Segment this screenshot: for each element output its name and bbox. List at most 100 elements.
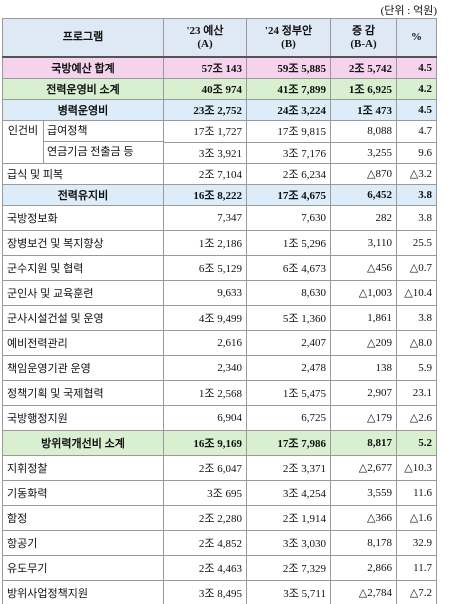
cell-b: 59조 5,885: [246, 56, 331, 79]
cell-a: 1조 2,568: [163, 379, 247, 406]
cell-pct: △7.2: [396, 579, 437, 604]
table-row: 군사시설건설 및 운영 4조 9,499 5조 1,360 1,861 3.8: [2, 304, 437, 331]
table-row: 국방정보화 7,347 7,630 282 3.8: [2, 204, 437, 231]
table-row: 연금기금 전출금 등 3조 3,921 3조 7,176 3,255 9.6: [2, 141, 437, 164]
cell-pct: 4.5: [396, 56, 437, 79]
table-row: 방위사업정책지원 3조 8,495 3조 5,711 △2,784 △7.2: [2, 579, 437, 604]
cell-a: 2조 2,280: [163, 504, 247, 531]
cell-a: 57조 143: [163, 56, 247, 79]
cell-pct: 32.9: [396, 529, 437, 556]
sub-label: 급여정책: [43, 121, 163, 142]
header-cell: 프로그램: [2, 18, 164, 58]
header-cell: '24 정부안 (B): [246, 18, 331, 58]
header-sub: (A): [197, 37, 213, 50]
table-row: 인건비 급여정책 17조 1,727 17조 9,815 8,088 4.7: [2, 120, 437, 143]
cell-diff: 1조 473: [330, 99, 397, 121]
row-label: 전력유지비: [2, 183, 164, 206]
cell-a: 7,347: [163, 204, 247, 231]
header-title: %: [411, 31, 422, 43]
cell-pct: △3.2: [396, 162, 437, 185]
sub-label: 연금기금 전출금 등: [43, 142, 163, 162]
cell-pct: 23.1: [396, 379, 437, 406]
cell-pct: 4.5: [396, 99, 437, 121]
row-label: 급식 및 피복: [2, 162, 164, 185]
cell-diff: 8,817: [330, 429, 397, 456]
table-row: 전력운영비 소계 40조 974 41조 7,899 1조 6,925 4.2: [2, 78, 437, 100]
cell-pct: △10.3: [396, 454, 437, 481]
row-label: 연금기금 전출금 등: [2, 142, 164, 164]
cell-diff: 2,907: [330, 379, 397, 406]
table-row: 병력운영비 23조 2,752 24조 3,224 1조 473 4.5: [2, 99, 437, 121]
header-cell: 증 감 (B-A): [330, 18, 397, 58]
cell-diff: 2,866: [330, 554, 397, 581]
cell-diff: 138: [330, 354, 397, 381]
row-label: 군인사 및 교육훈련: [2, 279, 164, 306]
cell-diff: 282: [330, 204, 397, 231]
cell-b: 3조 4,254: [246, 479, 331, 506]
cell-b: 17조 7,986: [246, 429, 331, 456]
row-label: 병력운영비: [2, 99, 164, 121]
cell-diff: 8,178: [330, 529, 397, 556]
cell-b: 3조 7,176: [246, 141, 331, 164]
header-title: '23 예산: [186, 24, 224, 37]
cell-diff: 8,088: [330, 120, 397, 143]
table-row: 예비전력관리 2,616 2,407 △209 △8.0: [2, 329, 437, 356]
table-row: 방위력개선비 소계 16조 9,169 17조 7,986 8,817 5.2: [2, 429, 437, 456]
row-label: 장병보건 및 복지향상: [2, 229, 164, 256]
cell-b: 3조 5,711: [246, 579, 331, 604]
cell-b: 5조 1,360: [246, 304, 331, 331]
cell-diff: △456: [330, 254, 397, 281]
row-label: 방위력개선비 소계: [2, 429, 164, 456]
row-label: 기동화력: [2, 479, 164, 506]
header-title: 증 감: [352, 24, 375, 37]
table-row: 장병보건 및 복지향상 1조 2,186 1조 5,296 3,110 25.5: [2, 229, 437, 256]
table-row: 함정 2조 2,280 2조 1,914 △366 △1.6: [2, 504, 437, 531]
cell-a: 9,633: [163, 279, 247, 306]
cell-diff: △179: [330, 404, 397, 431]
row-label: 국방행정지원: [2, 404, 164, 431]
cell-pct: △1.6: [396, 504, 437, 531]
row-label: 전력운영비 소계: [2, 78, 164, 100]
cell-pct: △10.4: [396, 279, 437, 306]
table-row: 국방예산 합계 57조 143 59조 5,885 2조 5,742 4.5: [2, 56, 437, 79]
cell-b: 2조 6,234: [246, 162, 331, 185]
cell-pct: △2.6: [396, 404, 437, 431]
cell-b: 7,630: [246, 204, 331, 231]
cell-b: 17조 4,675: [246, 183, 331, 206]
cell-pct: 3.8: [396, 204, 437, 231]
cell-a: 2,616: [163, 329, 247, 356]
cell-a: 2조 6,047: [163, 454, 247, 481]
group-label: 인건비: [7, 125, 39, 137]
table-row: 국방행정지원 6,904 6,725 △179 △2.6: [2, 404, 437, 431]
row-label: 인건비 급여정책: [2, 120, 164, 142]
cell-b: 2조 1,914: [246, 504, 331, 531]
cell-b: 2,478: [246, 354, 331, 381]
cell-diff: △870: [330, 162, 397, 185]
cell-diff: △2,784: [330, 579, 397, 604]
cell-diff: 3,110: [330, 229, 397, 256]
cell-a: 3조 8,495: [163, 579, 247, 604]
cell-pct: 3.8: [396, 304, 437, 331]
table-row: 항공기 2조 4,852 3조 3,030 8,178 32.9: [2, 529, 437, 556]
row-label: 항공기: [2, 529, 164, 556]
table-row: 기동화력 3조 695 3조 4,254 3,559 11.6: [2, 479, 437, 506]
cell-a: 4조 9,499: [163, 304, 247, 331]
table-row: 정책기획 및 국제협력 1조 2,568 1조 5,475 2,907 23.1: [2, 379, 437, 406]
cell-pct: 11.6: [396, 479, 437, 506]
cell-b: 6조 4,673: [246, 254, 331, 281]
cell-diff: 3,559: [330, 479, 397, 506]
cell-a: 16조 9,169: [163, 429, 247, 456]
cell-a: 3조 3,921: [163, 141, 247, 164]
row-label: 함정: [2, 504, 164, 531]
cell-b: 8,630: [246, 279, 331, 306]
row-label: 지휘정찰: [2, 454, 164, 481]
cell-b: 2,407: [246, 329, 331, 356]
cell-pct: 11.7: [396, 554, 437, 581]
cell-pct: 3.8: [396, 183, 437, 206]
table-row: 군수지원 및 협력 6조 5,129 6조 4,673 △456 △0.7: [2, 254, 437, 281]
row-label: 국방예산 합계: [2, 56, 164, 79]
row-label: 예비전력관리: [2, 329, 164, 356]
cell-b: 2조 3,371: [246, 454, 331, 481]
header-title: '24 정부안: [264, 24, 313, 37]
